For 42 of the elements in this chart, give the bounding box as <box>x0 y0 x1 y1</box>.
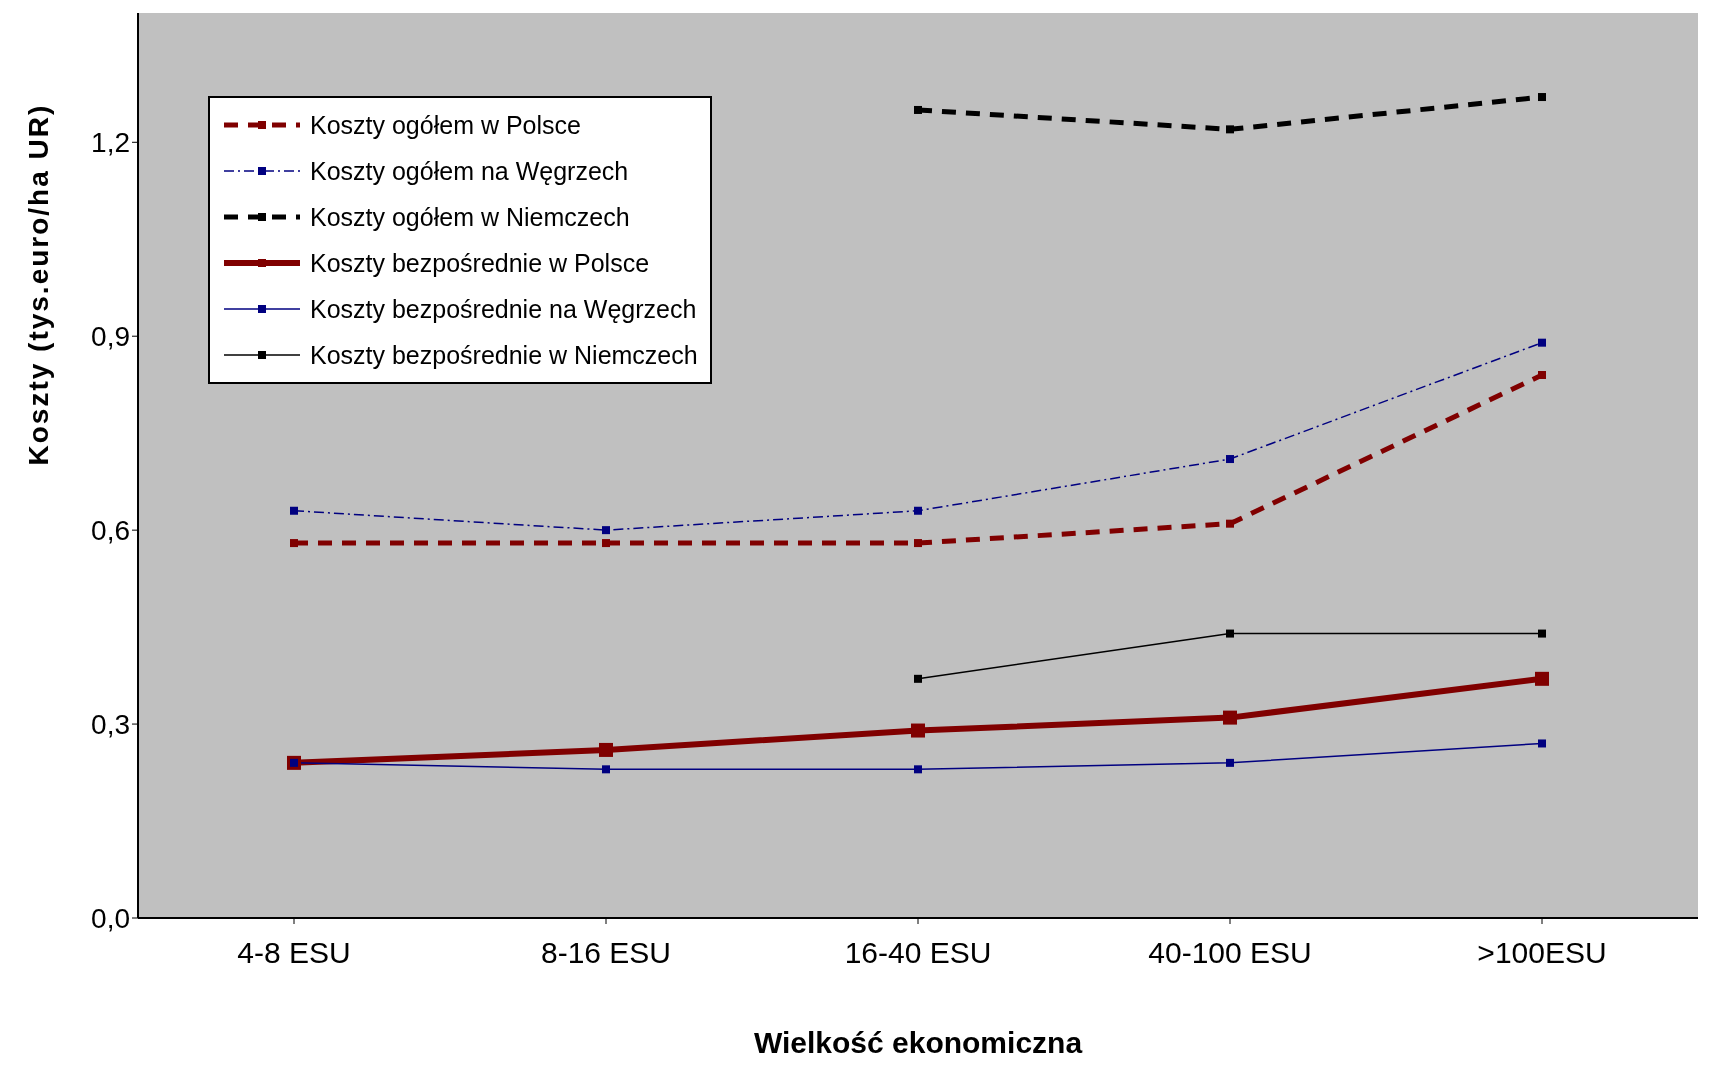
legend-label: Koszty ogółem w Polsce <box>310 110 581 140</box>
point <box>1538 629 1546 638</box>
y-tick-label: 0,3 <box>91 709 130 741</box>
x-tick-label: 16-40 ESU <box>844 936 992 970</box>
point <box>602 526 610 535</box>
point <box>290 506 298 515</box>
y-tick-label: 0,9 <box>91 321 130 353</box>
y-tick-label: 1,2 <box>91 127 130 159</box>
point <box>1226 125 1234 134</box>
point <box>911 723 925 738</box>
y-axis-title: Koszty (tys.euro/ha UR) <box>22 103 54 466</box>
point <box>1226 455 1234 464</box>
point <box>602 539 610 548</box>
legend-label: Koszty bezpośrednie na Węgrzech <box>310 294 697 324</box>
point <box>914 674 922 683</box>
point <box>290 539 298 548</box>
x-axis-title: Wielkość ekonomiczna <box>753 1026 1083 1059</box>
legend-label: Koszty bezpośrednie w Polsce <box>310 248 650 278</box>
point <box>1538 338 1546 347</box>
point <box>1535 671 1549 686</box>
point <box>914 105 922 114</box>
legend-label: Koszty bezpośrednie w Niemczech <box>310 340 698 370</box>
point <box>599 742 613 757</box>
point <box>1538 93 1546 102</box>
x-tick-label: 8-16 ESU <box>540 936 672 970</box>
y-tick-label: 0,6 <box>91 515 130 547</box>
x-tick-label: 4-8 ESU <box>237 936 351 970</box>
point <box>1226 519 1234 528</box>
point <box>914 765 922 774</box>
x-tick-label: >100ESU <box>1477 936 1607 970</box>
y-tick-label: 0,0 <box>91 902 130 934</box>
x-tick-label: 40-100 ESU <box>1148 936 1312 970</box>
point <box>1226 629 1234 638</box>
point <box>1538 739 1546 748</box>
legend-label: Koszty ogółem w Niemczech <box>310 202 630 232</box>
point <box>1226 758 1234 767</box>
point <box>1223 710 1237 725</box>
point <box>914 539 922 548</box>
point <box>1538 371 1546 379</box>
legend-label: Koszty ogółem na Węgrzech <box>310 156 629 186</box>
point <box>914 506 922 515</box>
point <box>602 765 610 774</box>
